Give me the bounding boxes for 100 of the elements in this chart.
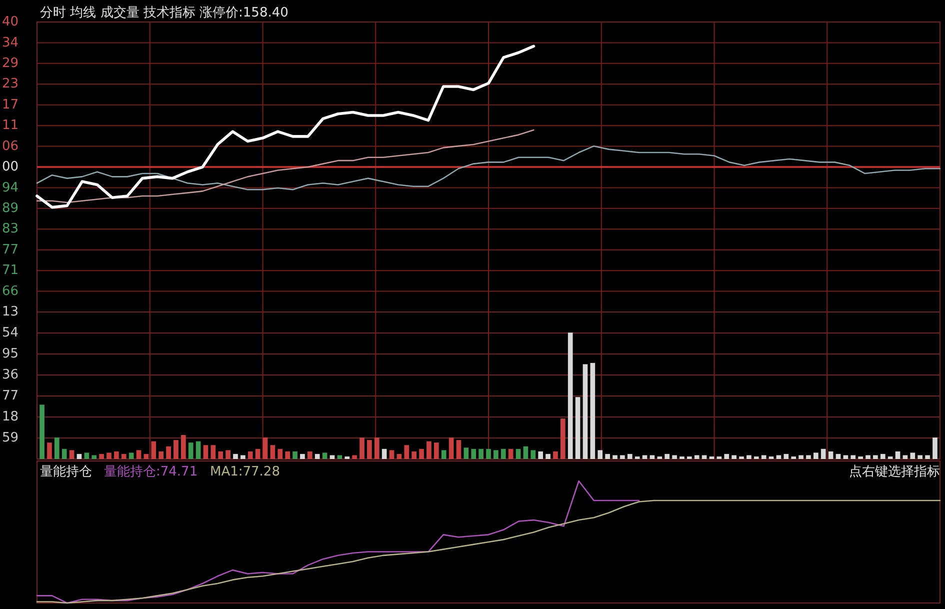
bar <box>709 456 714 459</box>
text: 77 <box>2 388 19 404</box>
bar <box>62 448 67 459</box>
bar <box>478 448 484 459</box>
bar <box>850 455 856 459</box>
bar <box>873 455 878 459</box>
bar <box>106 452 112 459</box>
text: 95 <box>2 346 19 362</box>
bar <box>761 455 766 459</box>
bar <box>233 454 238 459</box>
bar <box>686 456 692 459</box>
bar <box>144 454 149 459</box>
bar <box>880 454 886 459</box>
bar <box>76 454 82 459</box>
bar <box>820 448 826 459</box>
bar <box>389 450 394 459</box>
bar <box>40 404 44 459</box>
bar <box>612 455 618 459</box>
bar <box>642 455 648 459</box>
bar <box>798 455 804 459</box>
bar <box>412 451 417 459</box>
bar <box>434 442 439 459</box>
bar <box>166 446 171 459</box>
bar <box>158 451 164 459</box>
bar <box>605 454 610 459</box>
bar <box>828 451 834 459</box>
bar <box>456 440 462 459</box>
text: 83 <box>2 222 19 237</box>
bar <box>128 452 134 459</box>
bar <box>404 445 410 459</box>
bar <box>746 455 752 459</box>
bar <box>337 455 342 459</box>
text: 40 <box>2 14 19 30</box>
bar <box>620 455 625 459</box>
bar <box>307 451 312 459</box>
bar <box>858 456 863 459</box>
bar <box>374 438 380 459</box>
bar <box>84 452 90 459</box>
text: 点右键选择指标 <box>849 464 940 480</box>
text: 66 <box>2 284 19 299</box>
bar <box>553 451 558 459</box>
bar <box>471 448 476 459</box>
bar <box>292 451 298 459</box>
bar <box>657 456 662 459</box>
bar <box>396 454 402 459</box>
bar <box>248 451 253 459</box>
bar <box>768 456 774 459</box>
bar <box>188 442 194 459</box>
bar <box>69 450 74 459</box>
text: 29 <box>2 56 19 71</box>
bar <box>441 450 446 459</box>
bar <box>344 456 350 459</box>
bar <box>426 441 432 459</box>
bar <box>888 456 893 459</box>
bar <box>314 454 320 459</box>
bar <box>367 440 372 459</box>
bar <box>732 455 736 459</box>
bar <box>262 438 268 459</box>
bar <box>702 455 707 459</box>
bar <box>47 442 52 459</box>
bar <box>322 452 328 459</box>
bar <box>582 364 588 459</box>
bar <box>918 455 923 459</box>
bar <box>255 448 260 459</box>
bar <box>464 448 469 459</box>
bar <box>672 455 677 459</box>
text: 89 <box>2 200 19 216</box>
bar <box>784 454 789 459</box>
bar <box>486 448 491 459</box>
bar <box>99 454 104 459</box>
text: 77 <box>2 242 19 258</box>
bar <box>627 454 632 459</box>
bar <box>278 448 283 459</box>
bar <box>664 454 670 459</box>
text: 18 <box>2 410 19 425</box>
bar <box>210 445 216 459</box>
bar <box>560 418 566 459</box>
bar <box>218 451 224 459</box>
bar <box>546 454 550 459</box>
chart-title: 分时 均线 成交量 技术指标 涨停价:158.40 <box>40 4 288 21</box>
bar <box>806 455 811 459</box>
bar <box>226 450 230 459</box>
bar <box>791 456 796 459</box>
bar <box>910 452 916 459</box>
bar <box>724 454 730 459</box>
bar <box>240 455 246 459</box>
text: 71 <box>2 263 19 278</box>
bar <box>843 455 848 459</box>
bar <box>270 445 276 459</box>
bar <box>382 448 387 459</box>
bar <box>300 454 305 459</box>
bar <box>54 438 60 459</box>
bar <box>419 448 424 459</box>
bar <box>180 434 186 459</box>
text: 13 <box>2 304 19 320</box>
text: 59 <box>2 430 19 446</box>
bar <box>925 455 930 459</box>
bar <box>136 450 142 459</box>
bar <box>114 451 119 459</box>
bar <box>836 454 841 459</box>
